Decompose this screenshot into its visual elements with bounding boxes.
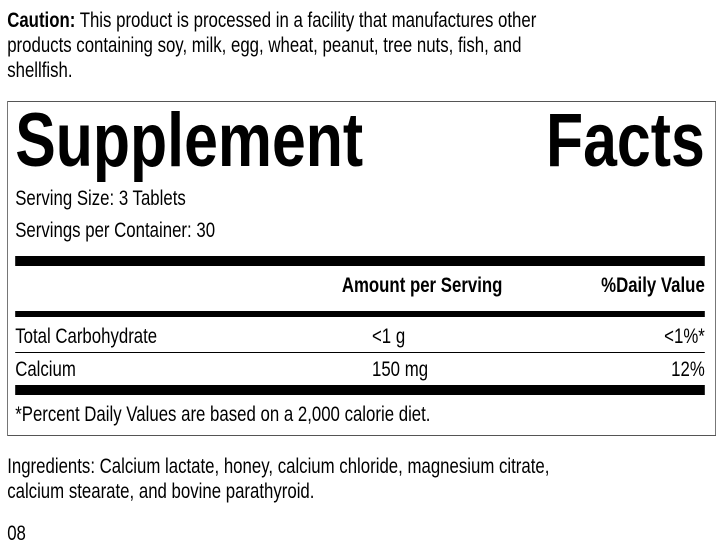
servings-per-container: Servings per Container: 30 bbox=[15, 219, 216, 242]
supplement-facts-panel bbox=[7, 101, 716, 436]
panel-title: Supplement Facts bbox=[15, 98, 705, 184]
product-code: 08 bbox=[7, 522, 26, 545]
caution-line-2: products containing soy, milk, egg, whea… bbox=[7, 34, 522, 57]
title-word: Facts bbox=[545, 98, 705, 183]
row-daily-value: 12% bbox=[671, 358, 705, 381]
caution-line-1: Caution: This product is processed in a … bbox=[7, 8, 536, 33]
ingredients-line-2: calcium stearate, and bovine parathyroid… bbox=[7, 480, 315, 503]
row-name: Total Carbohydrate bbox=[15, 325, 158, 348]
divider-medium bbox=[15, 311, 705, 317]
header-amount: Amount per Serving bbox=[341, 274, 503, 297]
row-amount: <1 g bbox=[372, 325, 406, 348]
header-daily-value: %Daily Value bbox=[601, 274, 705, 297]
caution-label: Caution: bbox=[7, 9, 76, 32]
row-daily-value: <1%* bbox=[664, 325, 705, 348]
divider-thick bbox=[15, 256, 705, 266]
ingredients-line-1: Ingredients: Calcium lactate, honey, cal… bbox=[7, 455, 550, 478]
footnote: *Percent Daily Values are based on a 2,0… bbox=[15, 403, 431, 426]
row-amount: 150 mg bbox=[372, 358, 429, 381]
caution-line-3: shellfish. bbox=[7, 59, 73, 82]
serving-size: Serving Size: 3 Tablets bbox=[15, 187, 186, 210]
row-divider bbox=[15, 352, 705, 353]
row-name: Calcium bbox=[15, 358, 76, 381]
caution-text: This product is processed in a facility … bbox=[79, 9, 537, 32]
title-word: Supplement bbox=[15, 98, 364, 183]
divider-thick bbox=[15, 385, 705, 395]
